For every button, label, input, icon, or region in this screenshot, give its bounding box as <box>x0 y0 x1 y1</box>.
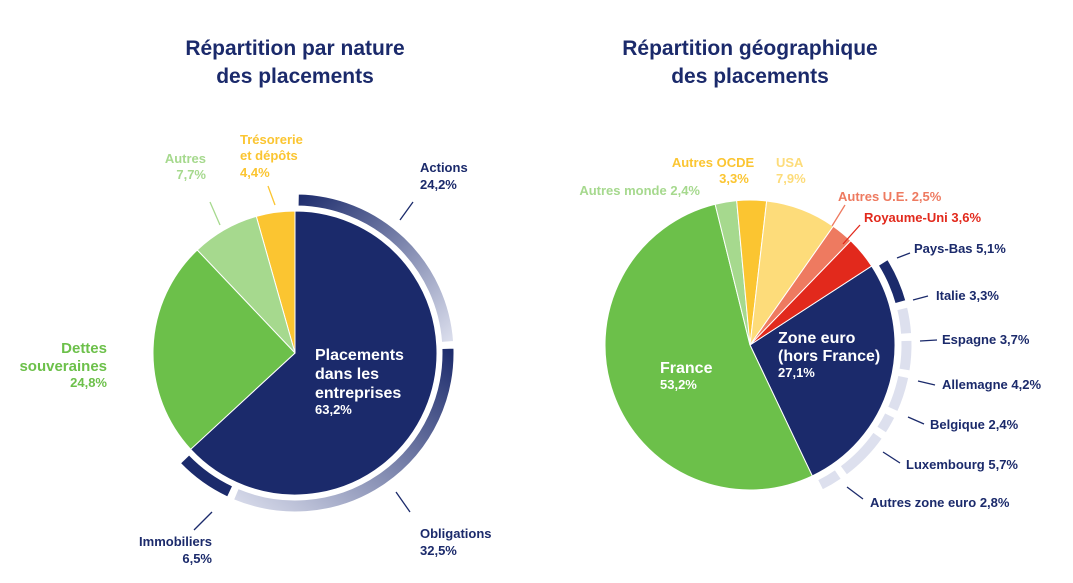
immobiliers-label: Immobiliers <box>139 534 212 549</box>
royaume-uni-label-name: Royaume-Uni <box>864 210 948 225</box>
center-label-value: 63,2% <box>315 402 352 417</box>
autres-zone-euro-label-value: 2,8% <box>980 495 1010 510</box>
pays-bas-label-value: 5,1% <box>976 241 1006 256</box>
autres-label: Autres <box>165 151 206 166</box>
italie-leader-line <box>912 295 929 301</box>
tresorerie-label-value: 4,4% <box>240 165 270 180</box>
center-label-line-2: dans les <box>315 366 379 383</box>
ring-espagne <box>898 339 913 372</box>
ring-autres-zone-euro <box>817 469 842 491</box>
allemagne-label-name: Allemagne <box>942 377 1008 392</box>
dettes-label-line-1: Dettes <box>61 340 107 357</box>
tresorerie-label-line-2: et dépôts <box>240 148 298 163</box>
tresorerie-leader-line <box>267 185 276 206</box>
dettes-label-value: 24,8% <box>70 375 107 390</box>
italie-label-value: 3,3% <box>969 288 999 303</box>
france-label-value: 53,2% <box>660 377 697 392</box>
autres-label-value: 7,7% <box>176 167 206 182</box>
ring-actions <box>297 193 455 343</box>
slice-zone-euro-hors-france <box>749 265 896 477</box>
slice-placements-dans-les-entreprises <box>189 210 438 496</box>
espagne-label-value: 3,7% <box>1000 332 1030 347</box>
ring-luxembourg <box>839 431 883 476</box>
italie-label-name: Italie <box>936 288 966 303</box>
royaume-uni-label-value: 3,6% <box>951 210 981 225</box>
espagne-leader-line <box>919 339 938 342</box>
belgique-leader-line <box>907 416 925 425</box>
royaume-uni-label: Royaume-Uni 3,6% <box>864 210 981 225</box>
luxembourg-label: Luxembourg 5,7% <box>906 457 1018 472</box>
autres-ue-label-value: 2,5% <box>912 189 942 204</box>
obligations-leader-line <box>395 491 411 513</box>
dettes-label-line-2: souveraines <box>19 358 107 375</box>
autres-ue-label-name: Autres U.E. <box>838 189 908 204</box>
ring-immobiliers <box>179 454 234 498</box>
autres-zone-euro-label: Autres zone euro 2,8% <box>870 495 1010 510</box>
immobiliers-leader-line <box>193 511 213 531</box>
ring-italie <box>896 306 913 335</box>
italie-label: Italie 3,3% <box>936 288 999 303</box>
allemagne-label-value: 4,2% <box>1011 377 1041 392</box>
obligations-label-value: 32,5% <box>420 543 457 558</box>
autres-zone-euro-label-name: Autres zone euro <box>870 495 976 510</box>
autres-ocde-label-value: 3,3% <box>719 171 749 186</box>
slice-france <box>604 203 813 491</box>
france-label: France <box>660 360 713 377</box>
autres-ocde-label: Autres OCDE <box>672 155 755 170</box>
right-chart-title: Répartition géographique des placements <box>580 35 920 91</box>
immobiliers-label-value: 6,5% <box>182 551 212 566</box>
espagne-label: Espagne 3,7% <box>942 332 1030 347</box>
belgique-label: Belgique 2,4% <box>930 417 1019 432</box>
autres-monde-label-name: Autres monde <box>579 183 666 198</box>
autres-ue-leader-line <box>831 204 846 227</box>
zone-euro-label-line-2: (hors France) <box>778 348 880 365</box>
ring-obligations <box>232 347 455 513</box>
right-title-line-2: des placements <box>671 65 829 88</box>
ring-allemagne <box>886 374 910 413</box>
obligations-label: Obligations <box>420 526 492 541</box>
center-label-line-3: entreprises <box>315 385 401 402</box>
center-label-line-1: Placements <box>315 347 404 364</box>
zone-euro-label-line-1: Zone euro <box>778 330 856 347</box>
luxembourg-leader-line <box>882 451 901 464</box>
ring-pays-bas <box>877 258 907 305</box>
tresorerie-label-line-1: Trésorerie <box>240 132 303 147</box>
slice-royaume-uni <box>749 240 873 346</box>
usa-label: USA <box>776 155 804 170</box>
autres-ue-label: Autres U.E. 2,5% <box>838 189 942 204</box>
allemagne-label: Allemagne 4,2% <box>942 377 1041 392</box>
belgique-label-value: 2,4% <box>989 417 1019 432</box>
usa-label-value: 7,9% <box>776 171 806 186</box>
actions-leader-line <box>399 201 414 221</box>
belgique-label-name: Belgique <box>930 417 985 432</box>
luxembourg-label-name: Luxembourg <box>906 457 985 472</box>
left-title-line-2: des placements <box>216 65 374 88</box>
pays-bas-leader-line <box>896 252 911 259</box>
actions-label: Actions <box>420 160 468 175</box>
royaume-uni-leader-line <box>842 224 861 245</box>
zone-euro-label-value: 27,1% <box>778 365 815 380</box>
actions-label-value: 24,2% <box>420 177 457 192</box>
allemagne-leader-line <box>917 380 936 386</box>
ring-belgique <box>876 412 896 434</box>
left-chart-title: Répartition par nature des placements <box>145 35 445 91</box>
autres-monde-label-value: 2,4% <box>670 183 700 198</box>
left-title-line-1: Répartition par nature <box>185 37 405 60</box>
pays-bas-label-name: Pays-Bas <box>914 241 973 256</box>
right-title-line-1: Répartition géographique <box>622 37 878 60</box>
slice-dettes-souveraines <box>152 249 296 451</box>
luxembourg-label-value: 5,7% <box>988 457 1018 472</box>
autres-leader-line <box>209 201 221 226</box>
pays-bas-label: Pays-Bas 5,1% <box>914 241 1006 256</box>
autres-zone-euro-leader-line <box>846 486 864 500</box>
espagne-label-name: Espagne <box>942 332 996 347</box>
autres-monde-label: Autres monde 2,4% <box>579 183 700 198</box>
